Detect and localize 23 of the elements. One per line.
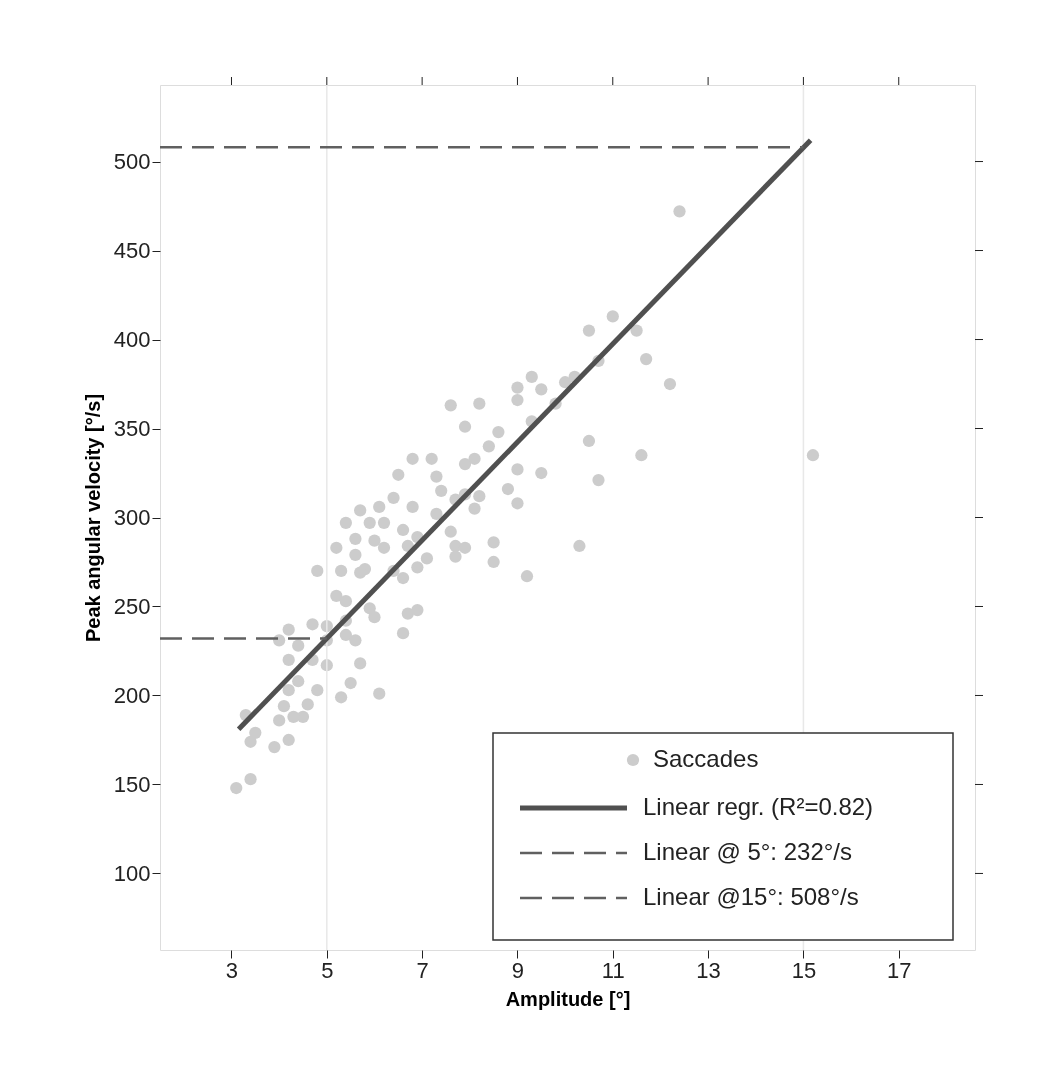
y-tick-label: 350 bbox=[113, 416, 151, 442]
x-tick-label: 7 bbox=[416, 957, 429, 983]
x-tick-label: 15 bbox=[791, 957, 817, 983]
x-axis-title: Amplitude [°] bbox=[505, 987, 631, 1010]
legend-label: Saccades bbox=[653, 745, 759, 772]
y-tick-label: 500 bbox=[113, 149, 151, 175]
legend-label: Linear @ 5°: 232°/s bbox=[643, 838, 853, 865]
x-tick-label: 9 bbox=[511, 957, 525, 983]
x-tick-label: 17 bbox=[887, 957, 912, 983]
y-tick-label: 400 bbox=[113, 327, 151, 353]
x-tick-label: 13 bbox=[696, 957, 721, 983]
x-tick-label: 5 bbox=[321, 957, 334, 983]
legend-label: Linear @15°: 508°/s bbox=[643, 883, 859, 910]
y-tick-label: 300 bbox=[113, 505, 151, 530]
y-tick-label: 250 bbox=[113, 593, 151, 619]
y-tick-label: 450 bbox=[113, 238, 151, 264]
legend-label: Linear regr. (R²=0.82) bbox=[643, 793, 874, 820]
y-tick-label: 200 bbox=[113, 682, 151, 708]
x-tick-label: 3 bbox=[225, 957, 239, 983]
y-tick-label: 100 bbox=[113, 860, 151, 886]
y-tick-label: 150 bbox=[113, 771, 151, 797]
x-tick-label: 11 bbox=[601, 957, 625, 983]
y-axis-title: Peak angular velocity [°/s] bbox=[81, 393, 104, 643]
